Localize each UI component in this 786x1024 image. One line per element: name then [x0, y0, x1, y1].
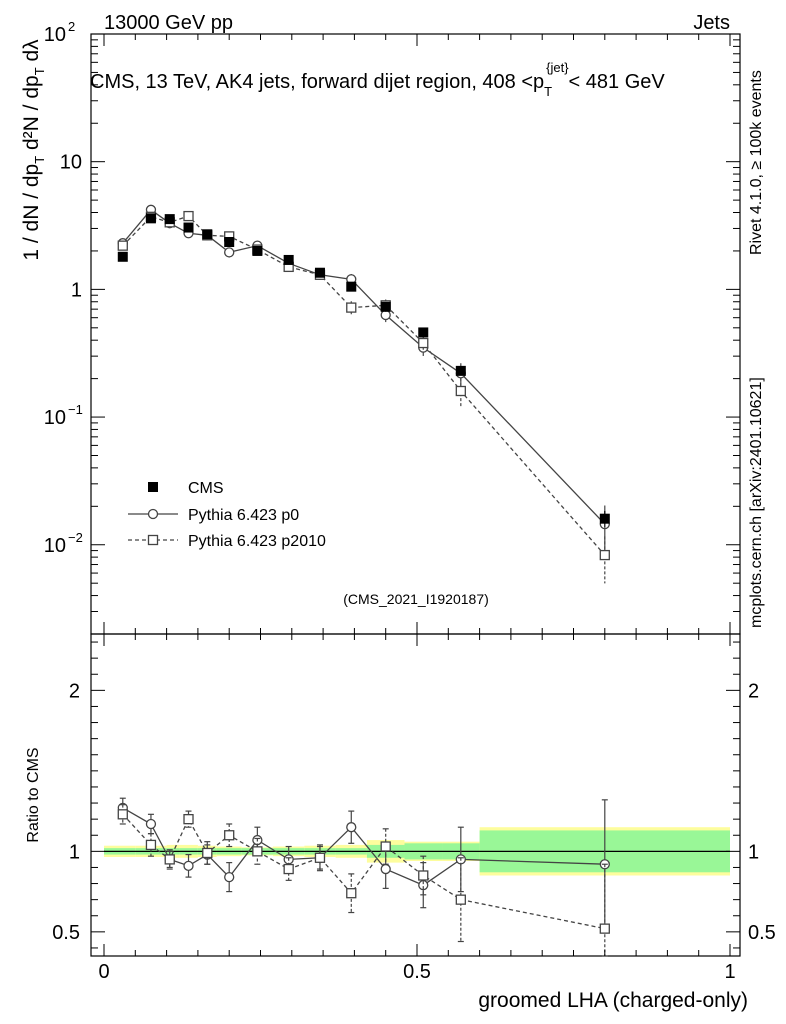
x-axis-label: groomed LHA (charged-only)	[478, 989, 748, 1012]
title-superscript: {jet}	[546, 60, 569, 75]
ratio-p2010-point	[183, 814, 194, 825]
energy-label: 13000 GeV pp	[104, 12, 233, 34]
main-cms-point	[164, 214, 175, 225]
main-cms-point	[224, 236, 235, 247]
legend: CMS Pythia 6.423 p0 Pythia 6.423 p2010	[128, 480, 326, 550]
legend-cms-label: CMS	[188, 480, 224, 497]
ratio-y-tick-label-left: 2	[69, 680, 80, 702]
main-cms-point	[599, 513, 610, 524]
main-p2010-point	[599, 549, 610, 561]
ratio-p0-point	[380, 863, 391, 875]
main-cms-point	[314, 267, 325, 278]
svg-text:1 / dN / dpT d²N / dpT dλ: 1 / dN / dpT d²N / dpT dλ	[20, 39, 47, 261]
main-cms-point	[117, 251, 128, 262]
y-tick-label: 10	[44, 407, 66, 429]
main-cms-point	[380, 301, 391, 312]
analysis-id: (CMS_2021_I1920187)	[343, 591, 489, 607]
ratio-p2010-point	[314, 852, 326, 863]
ratio-p2010-point	[380, 841, 391, 852]
x-tick-label: 1	[724, 961, 735, 983]
y-tick-label: 10	[44, 535, 66, 557]
main-p2010-point	[455, 385, 466, 397]
main-cms-point	[455, 365, 466, 376]
main-p0-point	[380, 309, 391, 321]
ratio-y-tick-label-right: 2	[748, 680, 759, 702]
ratio-p2010-point	[202, 847, 213, 859]
ratio-p2010-point	[252, 846, 263, 857]
main-y-axis-label: 1 / dN / dpT d²N / dpT dλ	[20, 39, 47, 261]
category-label: Jets	[693, 12, 730, 34]
chart-title: CMS, 13 TeV, AK4 jets, forward dijet reg…	[90, 60, 665, 99]
title-subscript: T	[544, 84, 552, 99]
x-tick-label: 0.5	[403, 961, 431, 983]
ratio-p0-point	[224, 871, 235, 883]
ratio-p2010-point	[224, 830, 235, 841]
legend-p0-marker	[147, 508, 159, 520]
main-series-line	[122, 215, 606, 556]
ratio-series-line	[122, 813, 605, 930]
rivet-label: Rivet 4.1.0, ≥ 100k events	[748, 70, 765, 255]
legend-p2010-marker	[147, 534, 159, 546]
y-tick-label: 10	[44, 24, 66, 46]
ratio-p0-point	[346, 822, 357, 833]
main-cms-point	[202, 229, 213, 240]
main-cms-point	[145, 213, 156, 224]
main-cms-point	[346, 281, 357, 292]
ratio-p2010-point	[599, 923, 610, 934]
main-p2010-point	[183, 210, 194, 222]
ratio-y-tick-label-left: 0.5	[52, 922, 80, 944]
ratio-p2010-point	[455, 894, 466, 905]
main-cms-point	[418, 327, 429, 338]
y-tick-exponent: −2	[68, 530, 83, 545]
y-tick-exponent: −1	[68, 402, 83, 417]
main-p2010-point	[346, 302, 357, 313]
ratio-p2010-point	[418, 870, 429, 881]
x-tick-label: 0	[98, 961, 109, 983]
title-main: CMS, 13 TeV, AK4 jets, forward dijet reg…	[90, 71, 544, 93]
main-p2010-point	[117, 240, 128, 251]
main-series-line	[122, 208, 606, 525]
y-tick-label: 10	[60, 152, 82, 174]
mcplots-label: mcplots.cern.ch [arXiv:2401.10621]	[748, 377, 765, 628]
main-p0-point	[224, 247, 235, 258]
y-tick-label: 1	[71, 279, 82, 301]
ratio-p2010-point	[346, 888, 357, 899]
legend-p2010-label: Pythia 6.423 p2010	[188, 533, 326, 550]
ratio-y-tick-label-left: 1	[69, 841, 80, 863]
ratio-y-axis-label: Ratio to CMS	[25, 747, 42, 842]
ratio-p0-point	[418, 880, 429, 891]
legend-p0-label: Pythia 6.423 p0	[188, 507, 299, 524]
ratio-p2010-point	[145, 839, 157, 851]
ratio-p2010-point	[117, 809, 128, 820]
ratio-y-tick-label-right: 1	[748, 841, 759, 863]
legend-cms-marker	[148, 482, 158, 492]
main-cms-point	[252, 245, 263, 256]
y-tick-exponent: 2	[68, 19, 75, 34]
ratio-p2010-point	[283, 863, 294, 875]
main-p2010-point	[418, 337, 429, 349]
main-cms-point	[183, 222, 194, 233]
ratio-p0-point	[183, 860, 194, 871]
ratio-p0-point	[145, 818, 157, 830]
ratio-panel-frame	[90, 633, 741, 957]
ratio-p2010-point	[164, 854, 175, 865]
ratio-y-tick-label-right: 0.5	[748, 922, 776, 944]
main-cms-point	[283, 254, 294, 265]
title-tail: < 481 GeV	[569, 71, 666, 93]
